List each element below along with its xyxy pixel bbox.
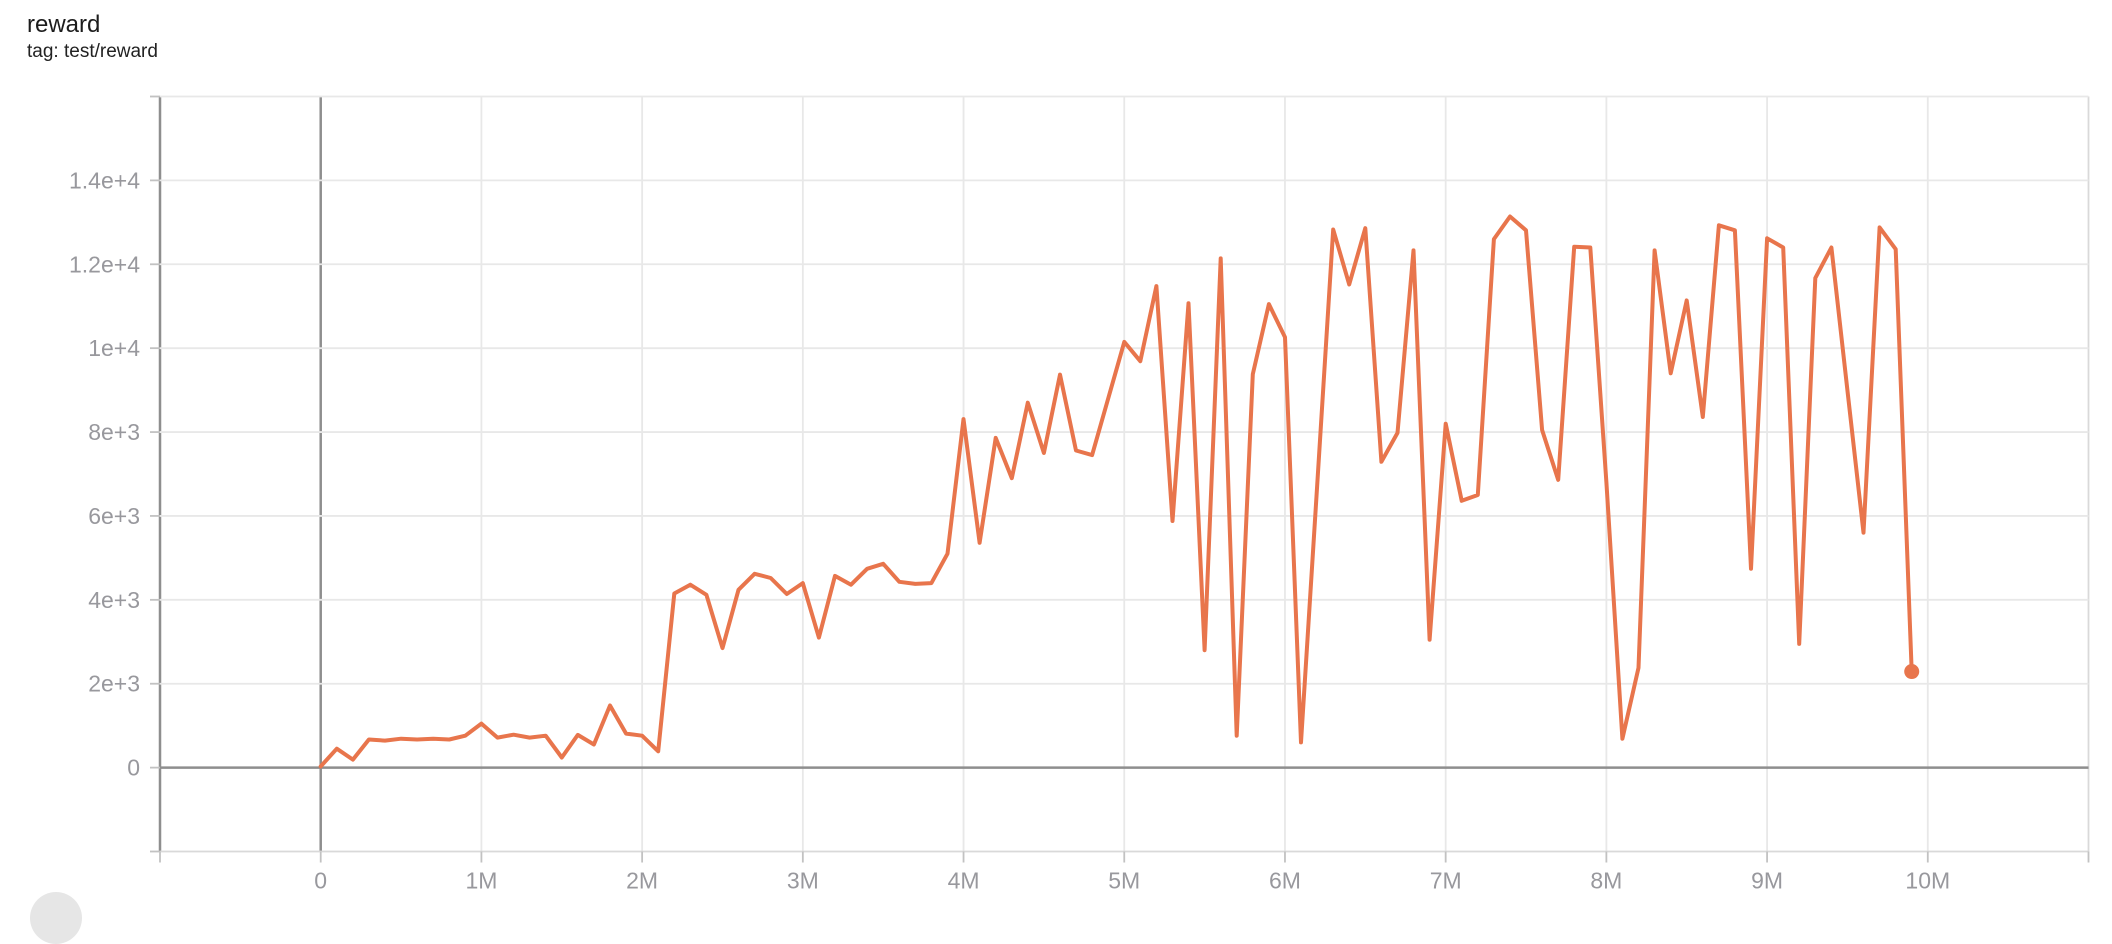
reward-series-line[interactable] — [318, 214, 1914, 769]
x-tick-label: 10M — [1905, 868, 1950, 894]
x-tick-label: 0 — [314, 868, 327, 894]
grid — [158, 95, 2090, 853]
y-tick-label: 6e+3 — [88, 503, 140, 529]
x-tick-label: 2M — [626, 868, 658, 894]
last-point-marker[interactable] — [1904, 664, 1920, 680]
y-tick-label: 2e+3 — [88, 671, 140, 697]
chart-title: reward — [27, 11, 101, 38]
chart-tag-subtitle: tag: test/reward — [27, 41, 158, 62]
axis-ticks — [150, 95, 2090, 863]
x-tick-label: 4M — [948, 868, 980, 894]
bottom-left-circle — [30, 892, 82, 944]
reward-line-chart[interactable]: 0 1M 2M 3M 4M 5M 6M 7M 8M 9M 10M 0 2e+3 4e+3 6e+3 8e+3 1… — [0, 0, 2112, 904]
chart-header: reward tag: test/reward — [27, 10, 158, 64]
x-tick-label: 1M — [465, 868, 497, 894]
axis-labels: 0 1M 2M 3M 4M 5M 6M 7M 8M 9M 10M 0 2e+3 4e+3 6e+3 8e+3 1… — [69, 167, 1950, 893]
x-tick-label: 9M — [1751, 868, 1783, 894]
x-tick-label: 5M — [1108, 868, 1140, 894]
x-tick-label: 8M — [1590, 868, 1622, 894]
y-tick-label: 4e+3 — [88, 587, 140, 613]
y-tick-label: 1.2e+4 — [69, 251, 140, 277]
y-tick-label: 8e+3 — [88, 419, 140, 445]
y-tick-label: 0 — [127, 755, 140, 781]
y-tick-label: 1e+4 — [88, 335, 140, 361]
y-tick-label: 1.4e+4 — [69, 167, 140, 193]
x-tick-label: 3M — [787, 868, 819, 894]
x-tick-label: 7M — [1430, 868, 1462, 894]
x-tick-label: 6M — [1269, 868, 1301, 894]
